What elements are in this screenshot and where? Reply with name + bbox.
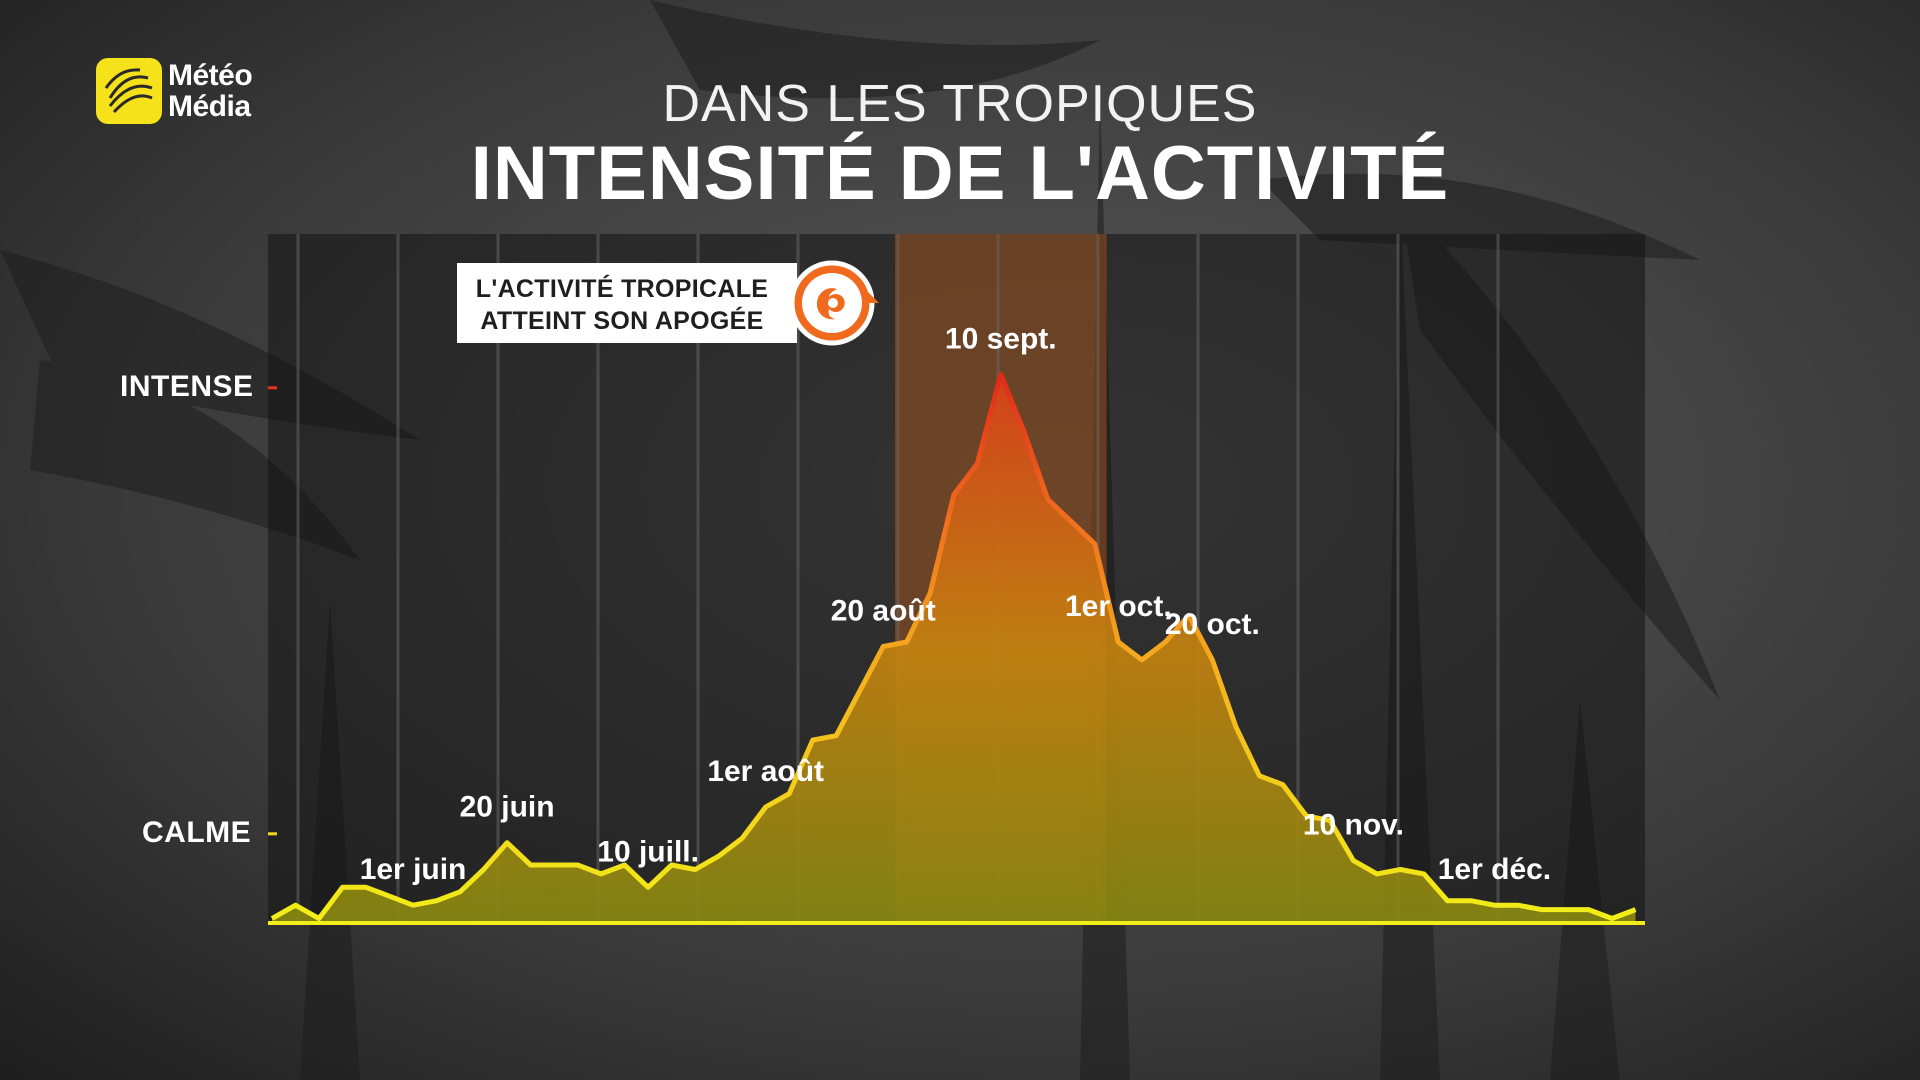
callout-line-1: L'ACTIVITÉ TROPICALE	[475, 275, 769, 303]
callout-box: L'ACTIVITÉ TROPICALE ATTEINT SON APOGÉE	[457, 263, 797, 343]
y-label-intense: INTENSE	[120, 369, 254, 403]
date-label: 10 juill.	[597, 835, 699, 868]
date-label: 10 sept.	[945, 322, 1057, 355]
date-label: 10 nov.	[1303, 809, 1404, 842]
hurricane-icon	[789, 260, 879, 346]
activity-line	[270, 371, 1637, 921]
globe-icon	[96, 58, 162, 124]
y-ticks	[268, 386, 277, 836]
y-label-calme: CALME	[142, 815, 252, 849]
date-annotations: 1er juin 20 juin 10 juill. 1er août 20 août 1…	[360, 322, 1551, 886]
peak-callout: L'ACTIVITÉ TROPICALE ATTEINT SON APOGÉE	[457, 260, 879, 346]
date-label: 1er déc.	[1438, 853, 1551, 886]
date-label: 20 oct.	[1165, 608, 1260, 641]
date-label: 20 juin	[460, 791, 555, 824]
logo-wordmark: Météo Média	[168, 59, 253, 123]
date-label: 1er oct.	[1065, 590, 1172, 623]
logo-line-2: Média	[168, 90, 251, 123]
activity-area	[272, 374, 1636, 923]
page-subtitle: DANS LES TROPIQUES	[662, 75, 1258, 133]
date-label: 20 août	[831, 594, 936, 627]
date-label: 1er juin	[360, 853, 467, 886]
meteomedia-logo: Météo Média	[96, 58, 276, 128]
date-label: 1er août	[707, 755, 824, 788]
callout-line-2: ATTEINT SON APOGÉE	[480, 307, 764, 335]
logo-line-1: Météo	[168, 59, 253, 92]
callout-text: L'ACTIVITÉ TROPICALE ATTEINT SON APOGÉE	[457, 273, 787, 337]
page-title: INTENSITÉ DE L'ACTIVITÉ	[470, 131, 1450, 216]
